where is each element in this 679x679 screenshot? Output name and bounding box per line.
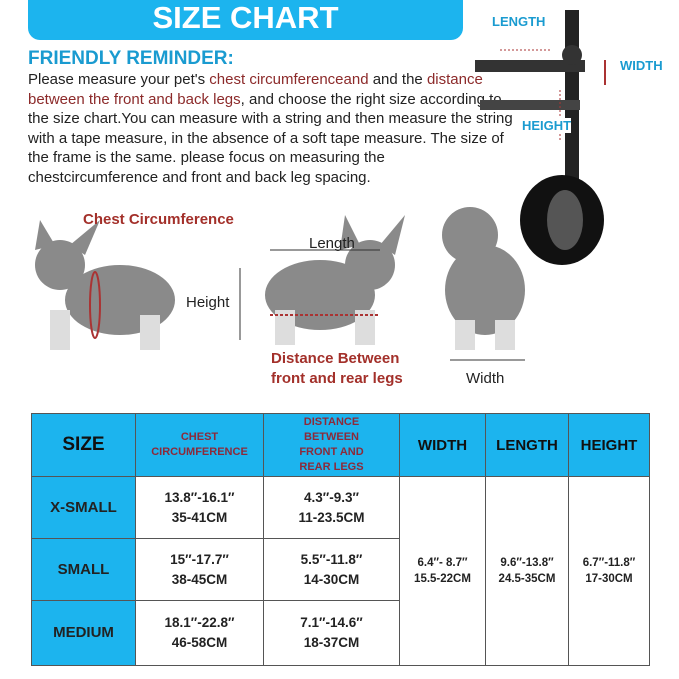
distance-in: 4.3″-9.3″ — [304, 489, 359, 505]
chest-cell: 15″-17.7″ 38-45CM — [135, 538, 264, 601]
chest-cm: 35-41CM — [171, 509, 228, 525]
reminder-text: Please measure your pet's chest circumfe… — [28, 70, 516, 187]
length-cm: 24.5-35CM — [498, 573, 556, 585]
header-length: LENGTH — [485, 413, 569, 477]
height-cm: 17-30CM — [585, 573, 633, 585]
dog-side-length — [239, 215, 405, 345]
frame-height-label: HEIGHT — [522, 118, 572, 133]
chest-in: 13.8″-16.1″ — [164, 489, 235, 505]
wheelchair-frame-image — [475, 10, 606, 265]
distance-cell: 4.3″-9.3″ 11-23.5CM — [263, 476, 400, 539]
chest-in: 15″-17.7″ — [170, 551, 229, 567]
chest-cm: 46-58CM — [171, 635, 228, 650]
header-chest: CHEST CIRCUMFERENCE — [135, 413, 264, 477]
frame-width-label: WIDTH — [620, 58, 663, 73]
text: Please measure your pet's — [28, 71, 210, 88]
size-cell: X-SMALL — [31, 476, 136, 539]
length-cell: 9.6″-13.8″ 24.5-35CM — [485, 476, 569, 666]
height-label: Height — [186, 294, 230, 311]
distance-in: 5.5″-11.8″ — [300, 551, 363, 567]
reminder-title: FRIENDLY REMINDER: — [28, 48, 234, 69]
length-label: Length — [309, 235, 355, 252]
chest-circumference-label: Chest Circumference — [83, 211, 234, 228]
chest-in: 18.1″-22.8″ — [164, 615, 235, 630]
size-cell: SMALL — [31, 538, 136, 601]
highlight-chest: chest circumferenceand — [209, 71, 369, 88]
text: , and choose the right size according to… — [28, 90, 513, 186]
height-cell: 6.7″-11.8″ 17-30CM — [568, 476, 650, 666]
size-table: SIZE CHEST CIRCUMFERENCE DISTANCE BETWEE… — [31, 413, 650, 666]
distance-in: 7.1″-14.6″ — [300, 615, 363, 630]
text: and the — [368, 71, 427, 88]
table-header-row: SIZE CHEST CIRCUMFERENCE DISTANCE BETWEE… — [31, 413, 650, 477]
chest-cell: 18.1″-22.8″ 46-58CM — [135, 600, 264, 666]
dog-side-chest — [35, 220, 175, 350]
dog-rear-width — [442, 207, 525, 361]
header-size: SIZE — [31, 413, 136, 477]
chest-cell: 13.8″-16.1″ 35-41CM — [135, 476, 264, 539]
dog-illustrations — [35, 207, 525, 361]
header-height: HEIGHT — [568, 413, 650, 477]
header-distance: DISTANCE BETWEEN FRONT AND REAR LEGS — [263, 413, 400, 477]
table-row: MEDIUM 18.1″-22.8″ 46-58CM 7.1″-14.6″ 18-3… — [31, 600, 650, 666]
width-cm: 15.5-22CM — [414, 573, 471, 585]
size-cell: MEDIUM — [31, 600, 136, 666]
distance-cm: 14-30CM — [303, 571, 360, 587]
table-row: X-SMALL 13.8″-16.1″ 35-41CM 4.3″-9.3″ 11-2… — [31, 476, 650, 666]
chest-cm: 38-45CM — [171, 571, 228, 587]
distance-cm: 18-37CM — [303, 635, 360, 650]
distance-cell: 7.1″-14.6″ 18-37CM — [263, 600, 400, 666]
distance-cell: 5.5″-11.8″ 14-30CM — [263, 538, 400, 601]
size-chart-banner: SIZE CHART — [28, 0, 463, 40]
header-width: WIDTH — [399, 413, 486, 477]
width-in: 6.4″- 8.7″ — [417, 557, 468, 569]
width-cell: 6.4″- 8.7″ 15.5-22CM — [399, 476, 486, 666]
width-label: Width — [466, 370, 505, 387]
highlight-distance: distance between the front and back legs — [28, 71, 483, 108]
table-row: SMALL 15″-17.7″ 38-45CM 5.5″-11.8″ 14-30CM — [31, 538, 650, 601]
distance-cm: 11-23.5CM — [298, 509, 365, 525]
frame-length-label: LENGTH — [492, 14, 546, 29]
height-in: 6.7″-11.8″ — [582, 557, 636, 569]
distance-label-line1: Distance Between — [271, 350, 400, 367]
distance-label-line2: front and rear legs — [271, 370, 403, 387]
length-in: 9.6″-13.8″ — [500, 557, 554, 569]
